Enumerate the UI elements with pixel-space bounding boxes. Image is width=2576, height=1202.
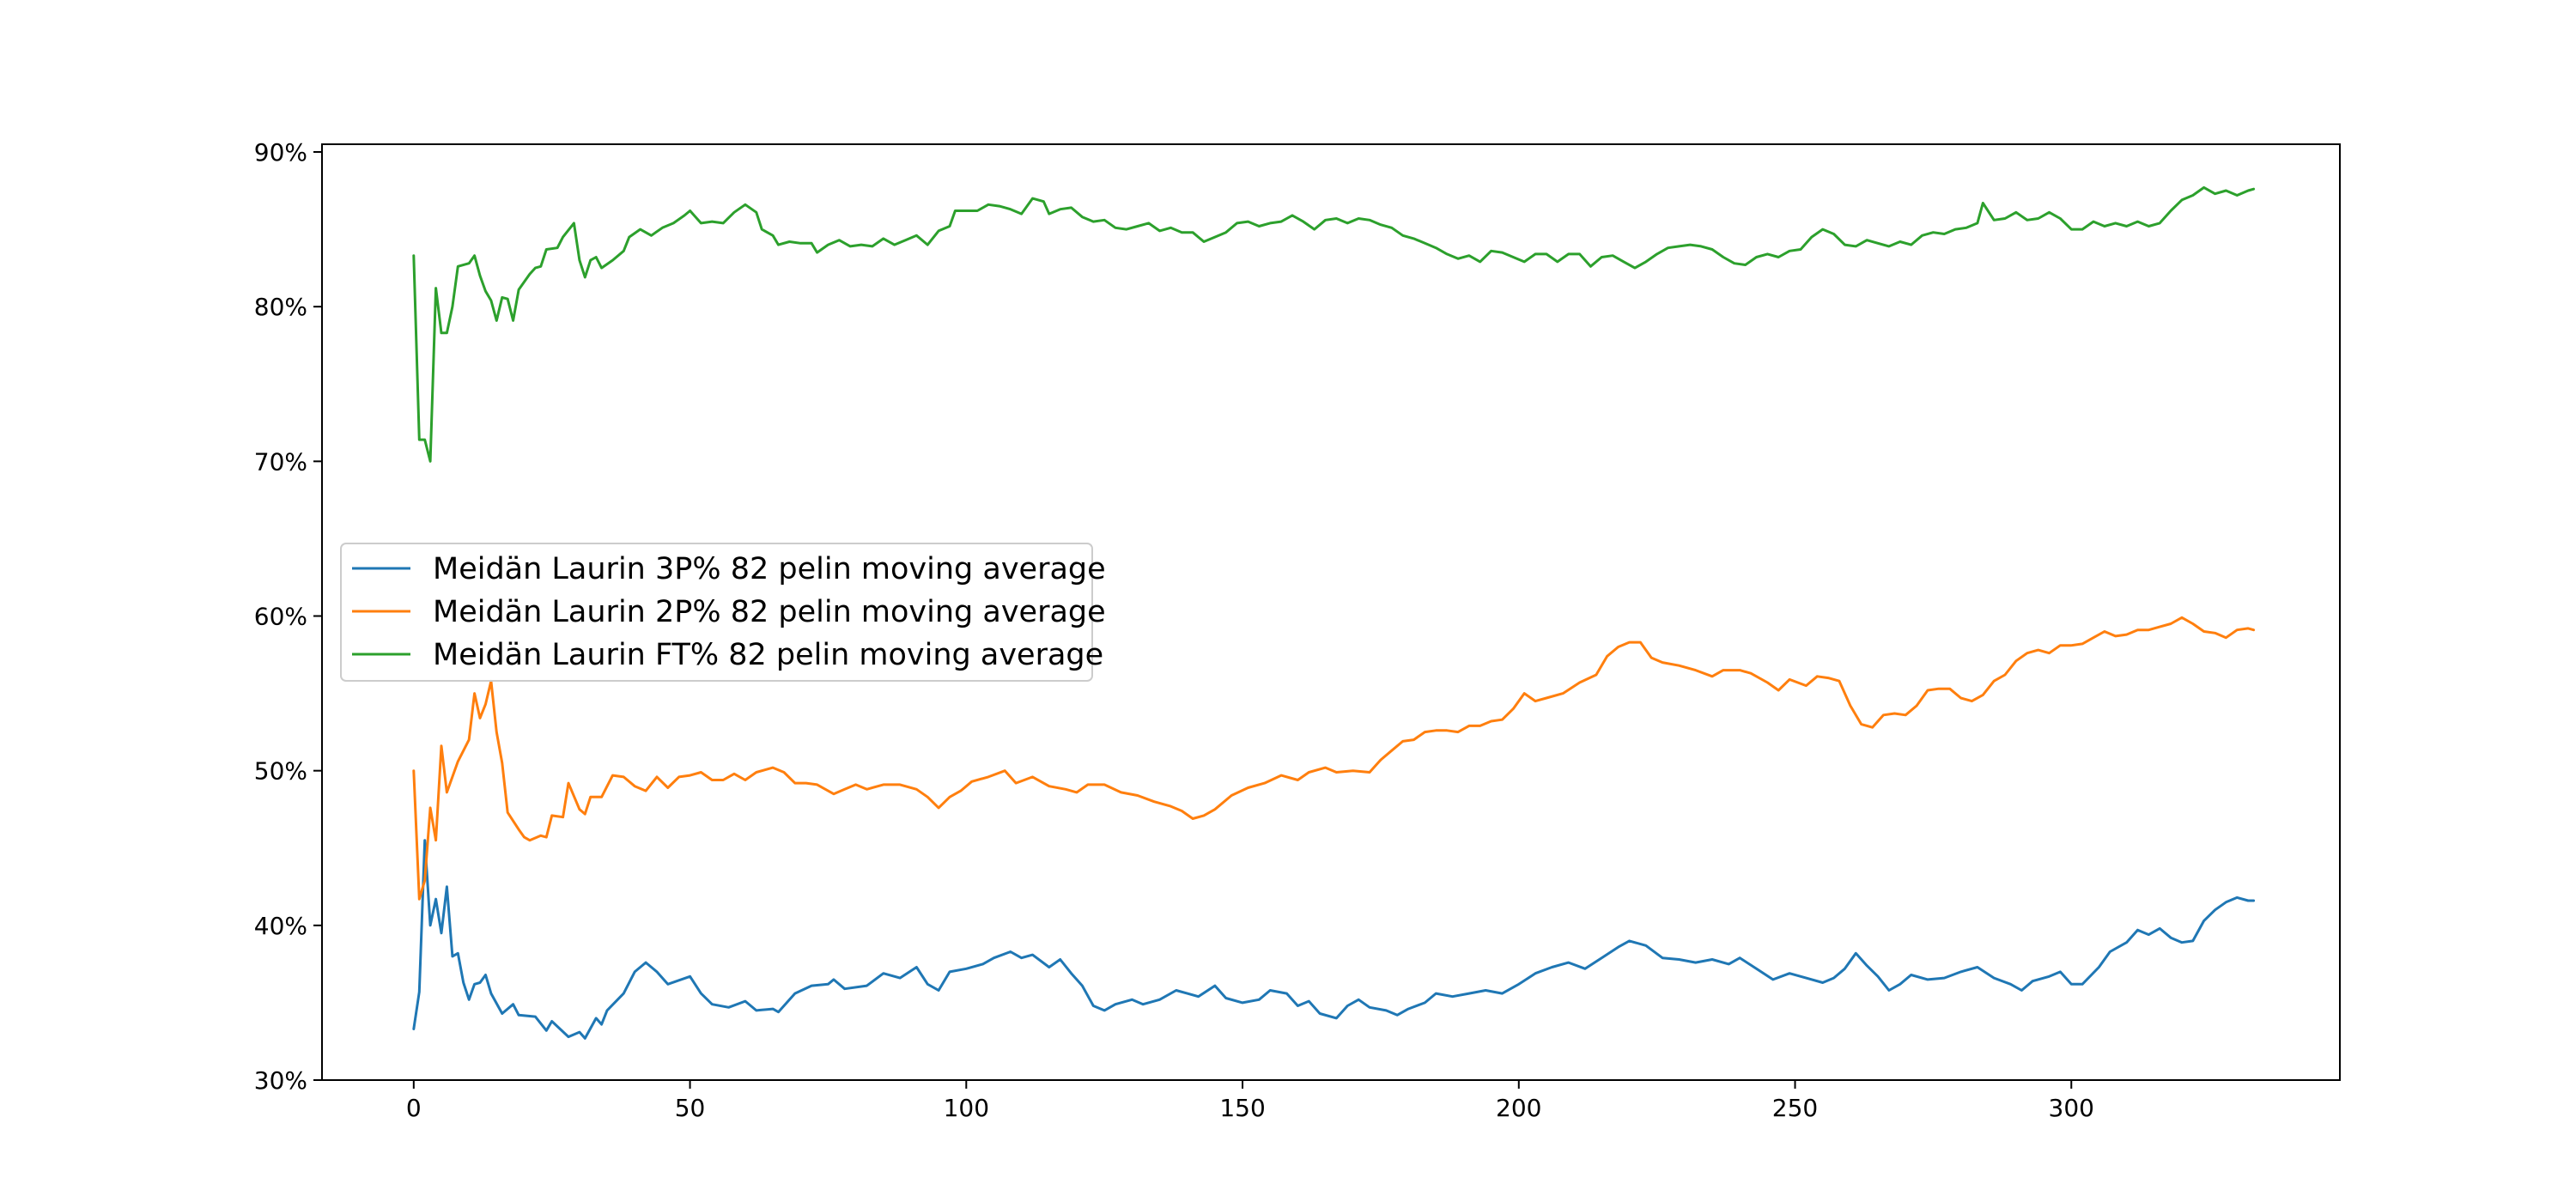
y-tick-label: 30% — [254, 1066, 307, 1095]
legend-label: Meidän Laurin 3P% 82 pelin moving averag… — [433, 552, 1106, 586]
x-tick-label: 300 — [2049, 1094, 2094, 1122]
legend-label: Meidän Laurin FT% 82 pelin moving averag… — [433, 638, 1103, 672]
y-tick-label: 80% — [254, 293, 307, 321]
legend: Meidän Laurin 3P% 82 pelin moving averag… — [340, 543, 1106, 682]
x-tick-label: 0 — [406, 1094, 422, 1122]
y-axis: 30% 40% 50% 60% 70% 80% 90% — [254, 138, 322, 1095]
x-tick-label: 150 — [1219, 1094, 1265, 1122]
plot-frame — [321, 143, 2341, 1081]
x-tick-label: 100 — [944, 1094, 989, 1122]
y-tick-label: 70% — [254, 447, 307, 476]
y-tick-label: 60% — [254, 603, 307, 631]
x-axis: 0 50 100 150 200 250 300 — [406, 1080, 2094, 1122]
y-tick-label: 40% — [254, 912, 307, 940]
x-tick-label: 250 — [1772, 1094, 1818, 1122]
series-layer — [412, 185, 2256, 1040]
x-tick-label: 50 — [675, 1094, 706, 1122]
series-line-2ppct — [412, 616, 2256, 901]
y-tick-label: 90% — [254, 138, 307, 167]
series-line-3ppct — [412, 839, 2256, 1040]
legend-box — [340, 543, 1093, 682]
legend-label: Meidän Laurin 2P% 82 pelin moving averag… — [433, 595, 1106, 629]
series-line-ftpct — [412, 185, 2256, 463]
y-tick-label: 50% — [254, 757, 307, 786]
legend-entries: Meidän Laurin 3P% 82 pelin moving averag… — [352, 552, 1106, 672]
x-tick-label: 200 — [1496, 1094, 1541, 1122]
